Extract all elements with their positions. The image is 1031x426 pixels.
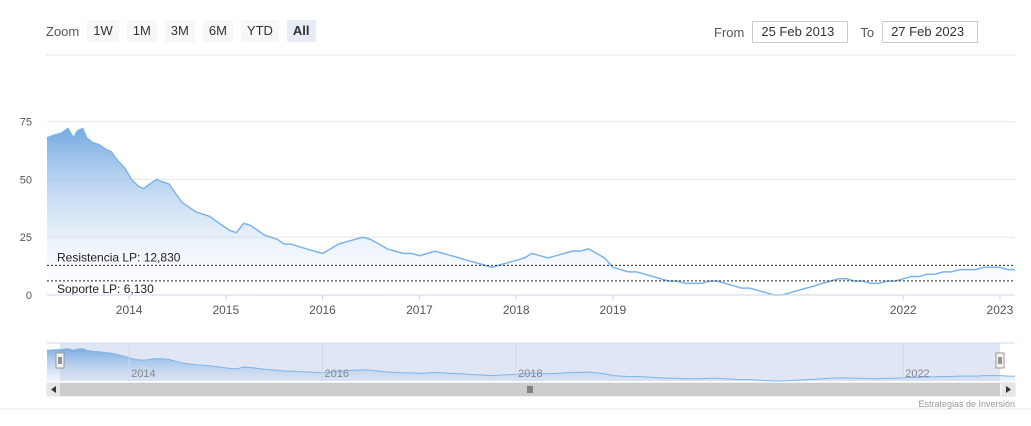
navigator-tick-label: 2014 (131, 368, 155, 380)
x-tick-label: 2016 (309, 303, 336, 317)
annotation-label: Resistencia LP: 12,830 (57, 250, 181, 264)
navigator-tick-label: 2022 (905, 368, 929, 380)
y-tick-label: 25 (20, 232, 32, 244)
series-area (47, 128, 1015, 295)
navigator-scrollbar[interactable] (46, 382, 1016, 397)
from-label: From (714, 24, 745, 40)
zoom-label: Zoom (46, 23, 80, 39)
navigator-line (46, 348, 1015, 382)
y-tick-label: 75 (20, 117, 32, 129)
zoom-toolbar: Zoom 1W 1M 3M 6M YTD All (46, 20, 324, 42)
y-tick-label: 50 (20, 174, 32, 186)
credit-label: Estrategias de Inversión (918, 399, 1015, 409)
y-tick-label: 0 (26, 290, 32, 302)
x-tick-label: 2017 (406, 303, 433, 317)
navigator-tick-label: 2018 (518, 368, 542, 380)
navigator-tick-label: 2016 (325, 368, 349, 380)
x-tick-label: 2022 (890, 303, 917, 317)
chevron-left-icon (51, 386, 56, 393)
navigator-area (47, 348, 1015, 381)
x-tick-label: 2019 (600, 303, 627, 317)
zoom-3m-button[interactable]: 3M (164, 20, 195, 42)
x-tick-label: 2015 (212, 303, 239, 317)
zoom-6m-button[interactable]: 6M (202, 20, 233, 42)
annotation-label: Soporte LP: 6,130 (57, 282, 154, 296)
x-tick-label: 2014 (116, 303, 143, 317)
navigator-left-handle[interactable] (55, 352, 65, 369)
date-range: From 25 Feb 2013 To 27 Feb 2023 (714, 21, 979, 43)
x-tick-label: 2018 (503, 303, 530, 317)
to-label: To (860, 24, 875, 40)
zoom-ytd-button[interactable]: YTD (240, 20, 279, 42)
x-tick-label: 2023 (987, 303, 1014, 317)
chevron-right-icon (1006, 386, 1011, 393)
navigator-right-handle[interactable] (995, 352, 1005, 369)
zoom-all-button[interactable]: All (286, 20, 316, 42)
zoom-1m-button[interactable]: 1M (126, 20, 157, 42)
to-date-input[interactable]: 27 Feb 2023 (882, 21, 979, 43)
from-date-input[interactable]: 25 Feb 2013 (752, 21, 849, 43)
zoom-1w-button[interactable]: 1W (87, 20, 119, 42)
